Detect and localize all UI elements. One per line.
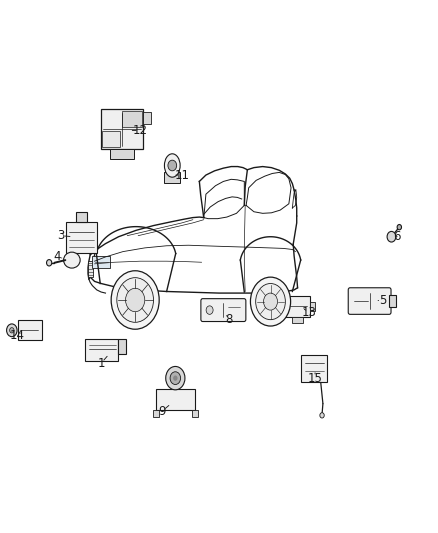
Circle shape: [251, 277, 290, 326]
Circle shape: [10, 328, 14, 333]
Circle shape: [256, 284, 286, 320]
Bar: [118, 340, 126, 354]
Bar: [156, 389, 194, 410]
Bar: [389, 295, 396, 308]
Bar: [66, 222, 97, 253]
Bar: [192, 410, 198, 417]
Bar: [285, 296, 310, 317]
Circle shape: [126, 288, 145, 312]
FancyBboxPatch shape: [348, 288, 391, 314]
Circle shape: [117, 278, 153, 322]
Circle shape: [166, 367, 185, 390]
Circle shape: [7, 324, 17, 337]
Circle shape: [206, 306, 213, 314]
Text: 15: 15: [307, 372, 322, 385]
Circle shape: [170, 372, 180, 384]
Bar: [144, 112, 151, 124]
Text: 13: 13: [302, 306, 317, 319]
Text: 11: 11: [174, 168, 189, 182]
Circle shape: [111, 271, 159, 329]
Bar: [102, 132, 120, 147]
Circle shape: [264, 293, 278, 310]
Text: 12: 12: [133, 124, 148, 137]
Text: 3: 3: [57, 229, 65, 242]
Text: 4: 4: [54, 251, 61, 263]
Bar: [18, 320, 42, 341]
Bar: [76, 212, 87, 222]
Circle shape: [46, 260, 52, 266]
Circle shape: [387, 231, 396, 242]
Bar: [101, 109, 144, 149]
Text: 1: 1: [97, 357, 105, 370]
Ellipse shape: [164, 154, 180, 177]
Bar: [110, 149, 134, 159]
Text: 8: 8: [226, 313, 233, 326]
Text: 6: 6: [393, 230, 401, 243]
Bar: [164, 172, 180, 182]
Text: 9: 9: [159, 405, 166, 417]
Bar: [92, 256, 110, 268]
Ellipse shape: [64, 252, 80, 268]
Circle shape: [397, 224, 402, 230]
Text: 5: 5: [379, 294, 386, 307]
Bar: [301, 355, 327, 382]
Bar: [292, 317, 303, 324]
Circle shape: [320, 413, 324, 418]
Bar: [88, 261, 93, 277]
Circle shape: [168, 160, 177, 171]
Bar: [310, 302, 315, 311]
Text: 14: 14: [10, 329, 25, 342]
Circle shape: [173, 375, 177, 381]
Bar: [85, 340, 118, 361]
Bar: [152, 410, 159, 417]
FancyBboxPatch shape: [201, 298, 246, 321]
Bar: [122, 111, 142, 127]
